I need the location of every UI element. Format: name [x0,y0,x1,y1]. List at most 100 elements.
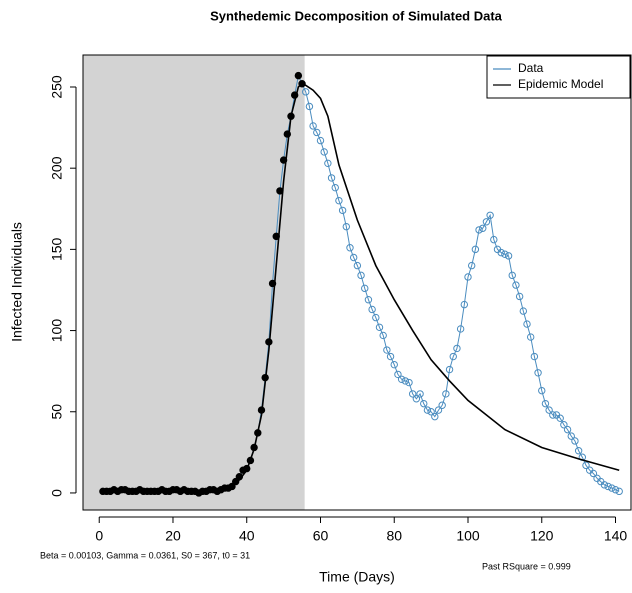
data-point [357,271,365,280]
data-point [523,320,531,328]
data-point [342,222,351,231]
data-point [427,408,435,416]
series-line [102,82,620,493]
data-point [456,325,465,333]
data-point [479,224,487,232]
data-point [449,352,457,361]
data-point [501,250,509,258]
data-point [467,261,476,270]
y-tick-label: 250 [49,75,65,99]
data-point [541,399,550,408]
data-point [375,323,384,332]
data-point [475,226,483,234]
legend-label: Epidemic Model [518,77,603,91]
annotation: Past RSquare = 0.999 [482,561,571,571]
data-point [611,486,620,494]
data-point [604,482,612,491]
x-axis-label: Time (Days) [319,569,395,585]
chart-title: Synthedemic Decomposition of Simulated D… [210,8,503,23]
data-point [383,346,391,354]
data-point [497,248,505,257]
x-tick-label: 40 [239,528,255,544]
x-tick-label: 0 [95,528,103,544]
data-point [324,159,332,168]
y-axis-label: Infected Individuals [9,222,25,342]
data-point [372,313,380,322]
data-point [504,252,513,260]
data-point [408,390,417,398]
data-point [434,406,443,414]
data-point [556,414,564,422]
data-point [482,218,491,226]
x-tick-label: 20 [165,528,181,544]
data-point [567,432,575,440]
legend-box [486,55,631,99]
data-point [445,365,454,374]
x-tick-label: 100 [456,528,480,544]
data-point [361,284,369,293]
data-point [571,437,579,445]
data-point [397,375,406,383]
data-point [615,487,623,496]
y-tick-label: 200 [49,156,65,180]
data-point [420,399,428,408]
data-point [453,344,461,353]
data-point [313,128,321,137]
y-tick-label: 150 [49,237,65,261]
x-tick-label: 80 [386,528,402,544]
data-point [486,211,494,219]
data-point [508,271,516,280]
data-point [574,447,583,455]
data-point [412,395,421,403]
data-point [464,273,472,281]
x-tick-label: 60 [313,528,329,544]
data-point [338,206,347,215]
data-point [560,421,568,429]
data-point [416,390,424,398]
data-point [526,333,535,341]
data-point [294,71,303,80]
data-point [346,244,354,252]
data-point [305,102,314,111]
x-tick-label: 120 [530,528,554,544]
data-point [431,412,439,421]
data-point [309,122,317,130]
data-point [401,377,410,385]
data-point [490,235,498,244]
data-point [438,401,446,409]
data-point [331,183,339,192]
data-point [302,88,310,96]
data-point [589,469,598,478]
data-point [545,406,553,414]
data-point [530,352,539,361]
data-point [471,245,480,254]
legend-label: Data [518,61,544,75]
data-point [538,386,546,395]
data-point [534,369,542,377]
data-point [405,378,413,387]
data-point [512,281,520,289]
data-point [349,253,358,262]
data-point [320,148,328,156]
y-tick-label: 0 [49,489,65,497]
data-point [231,477,240,486]
data-point [316,136,325,145]
data-point [364,296,373,304]
data-point [390,360,398,369]
annotation: Beta = 0.00103, Gamma = 0.0361, S0 = 367… [40,550,250,560]
plot-frame [82,54,632,511]
data-point [353,261,362,270]
data-point [368,305,376,314]
y-tick-label: 50 [49,404,65,420]
data-point [563,425,572,434]
data-point [423,406,432,414]
data-point [394,370,402,379]
data-point [582,461,590,470]
data-point [379,331,387,340]
data-point [460,300,469,309]
data-point [442,390,450,398]
x-tick-label: 140 [604,528,628,544]
y-tick-label: 100 [49,319,65,343]
